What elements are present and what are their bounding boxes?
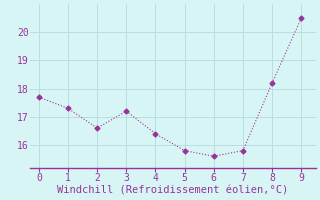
- X-axis label: Windchill (Refroidissement éolien,°C): Windchill (Refroidissement éolien,°C): [57, 186, 289, 196]
